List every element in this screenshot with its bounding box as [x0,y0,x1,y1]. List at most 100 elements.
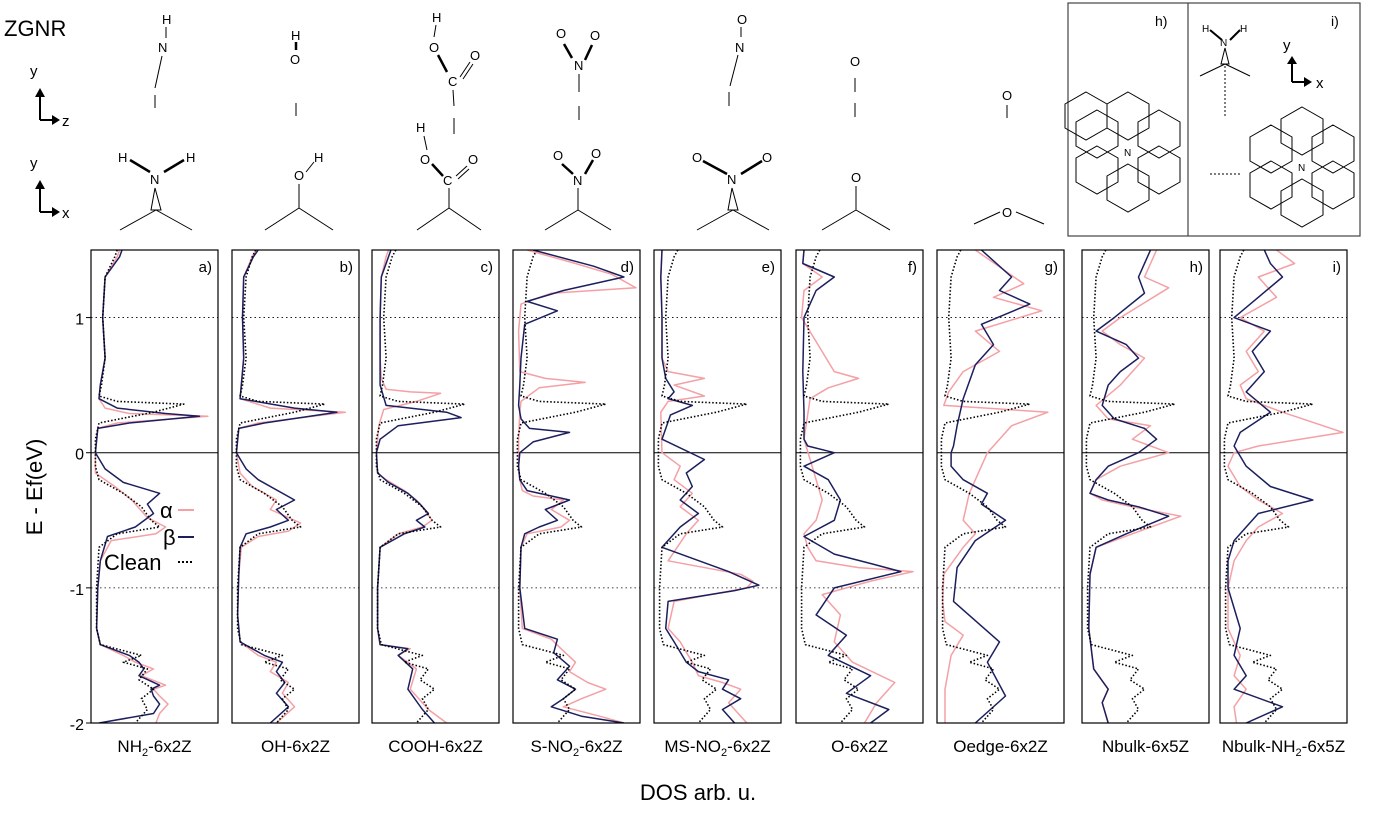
y-ticks: 1 0 -1 -2 [70,312,91,734]
svg-text:C: C [443,173,452,188]
panel-frame [795,249,924,724]
molecule-front-oh: O H [264,150,334,231]
svg-text:H: H [118,150,127,165]
series-line-clean [375,250,466,723]
x-axis-title: DOS arb. u. [640,780,756,805]
molecule-front-msno2: O N O [692,150,772,231]
series-line-clean [799,250,890,723]
svg-text:N: N [150,172,159,187]
svg-text:O: O [692,150,702,165]
svg-text:C: C [448,74,457,89]
series-line-beta [660,250,760,723]
series-line-alpha [941,250,1049,723]
svg-text:O: O [737,12,747,27]
svg-text:N: N [574,58,583,73]
svg-text:N: N [158,40,167,55]
panel-letter: h) [1190,259,1203,276]
svg-text:N: N [727,172,736,187]
panel-letter: e) [762,259,775,276]
molecule-front-oedge: O [973,205,1045,225]
svg-text:O: O [553,148,563,163]
svg-text:H: H [432,10,441,25]
molecule-front-nh2: H N H [118,150,195,231]
panel-name: S-NO2-6x2Z [530,737,622,759]
axis-label-x: x [62,205,70,222]
legend-clean-label: Clean [104,550,161,575]
panel-d: d) S-NO2-6x2Z [512,249,641,759]
series-line-beta [375,250,462,723]
panel-e: e) MS-NO2-6x2Z [653,249,782,759]
y-tick-label: -2 [70,717,84,734]
y-axis-title: E - Ef(eV) [22,439,47,536]
triangulene-h: N [1064,91,1181,213]
panel-name: Oedge-6x2Z [953,737,1048,756]
svg-text:O: O [590,28,600,43]
svg-text:H: H [162,12,171,27]
series-line-clean [657,250,748,723]
panel-frame [1081,249,1210,724]
svg-text:H: H [314,150,323,165]
svg-text:O: O [290,52,300,67]
svg-text:N: N [1298,163,1305,174]
panel-letter: f) [908,259,917,276]
panel-a: a) NH2-6x2Z [90,249,219,759]
svg-text:O: O [294,168,304,183]
y-tick-label: 1 [75,312,84,329]
legend-alpha-label: α [160,498,173,523]
svg-text:O: O [1002,88,1012,103]
panel-g: g) Oedge-6x2Z [936,249,1065,756]
svg-text:N: N [1220,38,1227,49]
svg-text:O: O [429,40,439,55]
series-line-alpha [375,250,448,723]
series-line-beta [1227,250,1314,723]
svg-text:H: H [291,28,300,43]
series-line-beta [1088,250,1170,723]
panel-i: i) Nbulk-NH2-6x5Z [1219,249,1348,759]
svg-text:N: N [735,40,744,55]
molecule-side-oedge: O [1002,88,1012,118]
triangulene-i: N [1249,106,1355,228]
inset-label-h: h) [1155,13,1167,29]
series-line-beta [517,250,625,723]
panel-letter: d) [621,259,634,276]
panel-frame [653,249,782,724]
axis-label-z: z [62,113,70,130]
legend: α β Clean [104,498,194,575]
panel-frame [512,249,641,724]
panel-b: b) OH-6x2Z [231,249,360,756]
svg-text:H: H [186,150,195,165]
axis-label-y: y [30,155,38,172]
svg-text:O: O [468,152,478,167]
series-line-clean [940,250,1031,723]
svg-text:O: O [591,146,601,161]
svg-text:H: H [416,120,425,135]
svg-text:x: x [1316,75,1324,92]
svg-text:N: N [1124,148,1131,159]
series-line-alpha [660,250,754,723]
y-tick-label: -1 [70,582,84,599]
axis-glyph-yz: y z [30,63,70,130]
series-line-beta [94,250,201,723]
series-line-alpha [94,250,209,723]
axis-label-y: y [30,63,38,80]
series-line-clean [1223,250,1314,723]
legend-beta-label: β [163,525,176,550]
molecule-side-nh2: H N [154,12,171,108]
series-line-clean [94,250,185,723]
svg-text:O: O [850,54,860,69]
panel-letter: a) [199,259,212,276]
molecule-side-sno2: O N O [556,26,600,120]
molecule-front-o: O [821,170,891,231]
molecule-side-msno2: O N [728,12,747,106]
panel-f: f) O-6x2Z [795,249,924,756]
panel-frame [231,249,360,724]
series-line-clean [516,250,607,723]
panel-name: NH2-6x2Z [117,737,191,759]
panel-name: OH-6x2Z [261,737,330,756]
molecule-inset-nh2: H N H [1199,24,1251,116]
axis-glyph-yx: y x [30,155,70,222]
series-line-alpha [800,250,914,723]
panel-name: MS-NO2-6x2Z [664,737,770,759]
panel-letter: c) [481,259,494,276]
